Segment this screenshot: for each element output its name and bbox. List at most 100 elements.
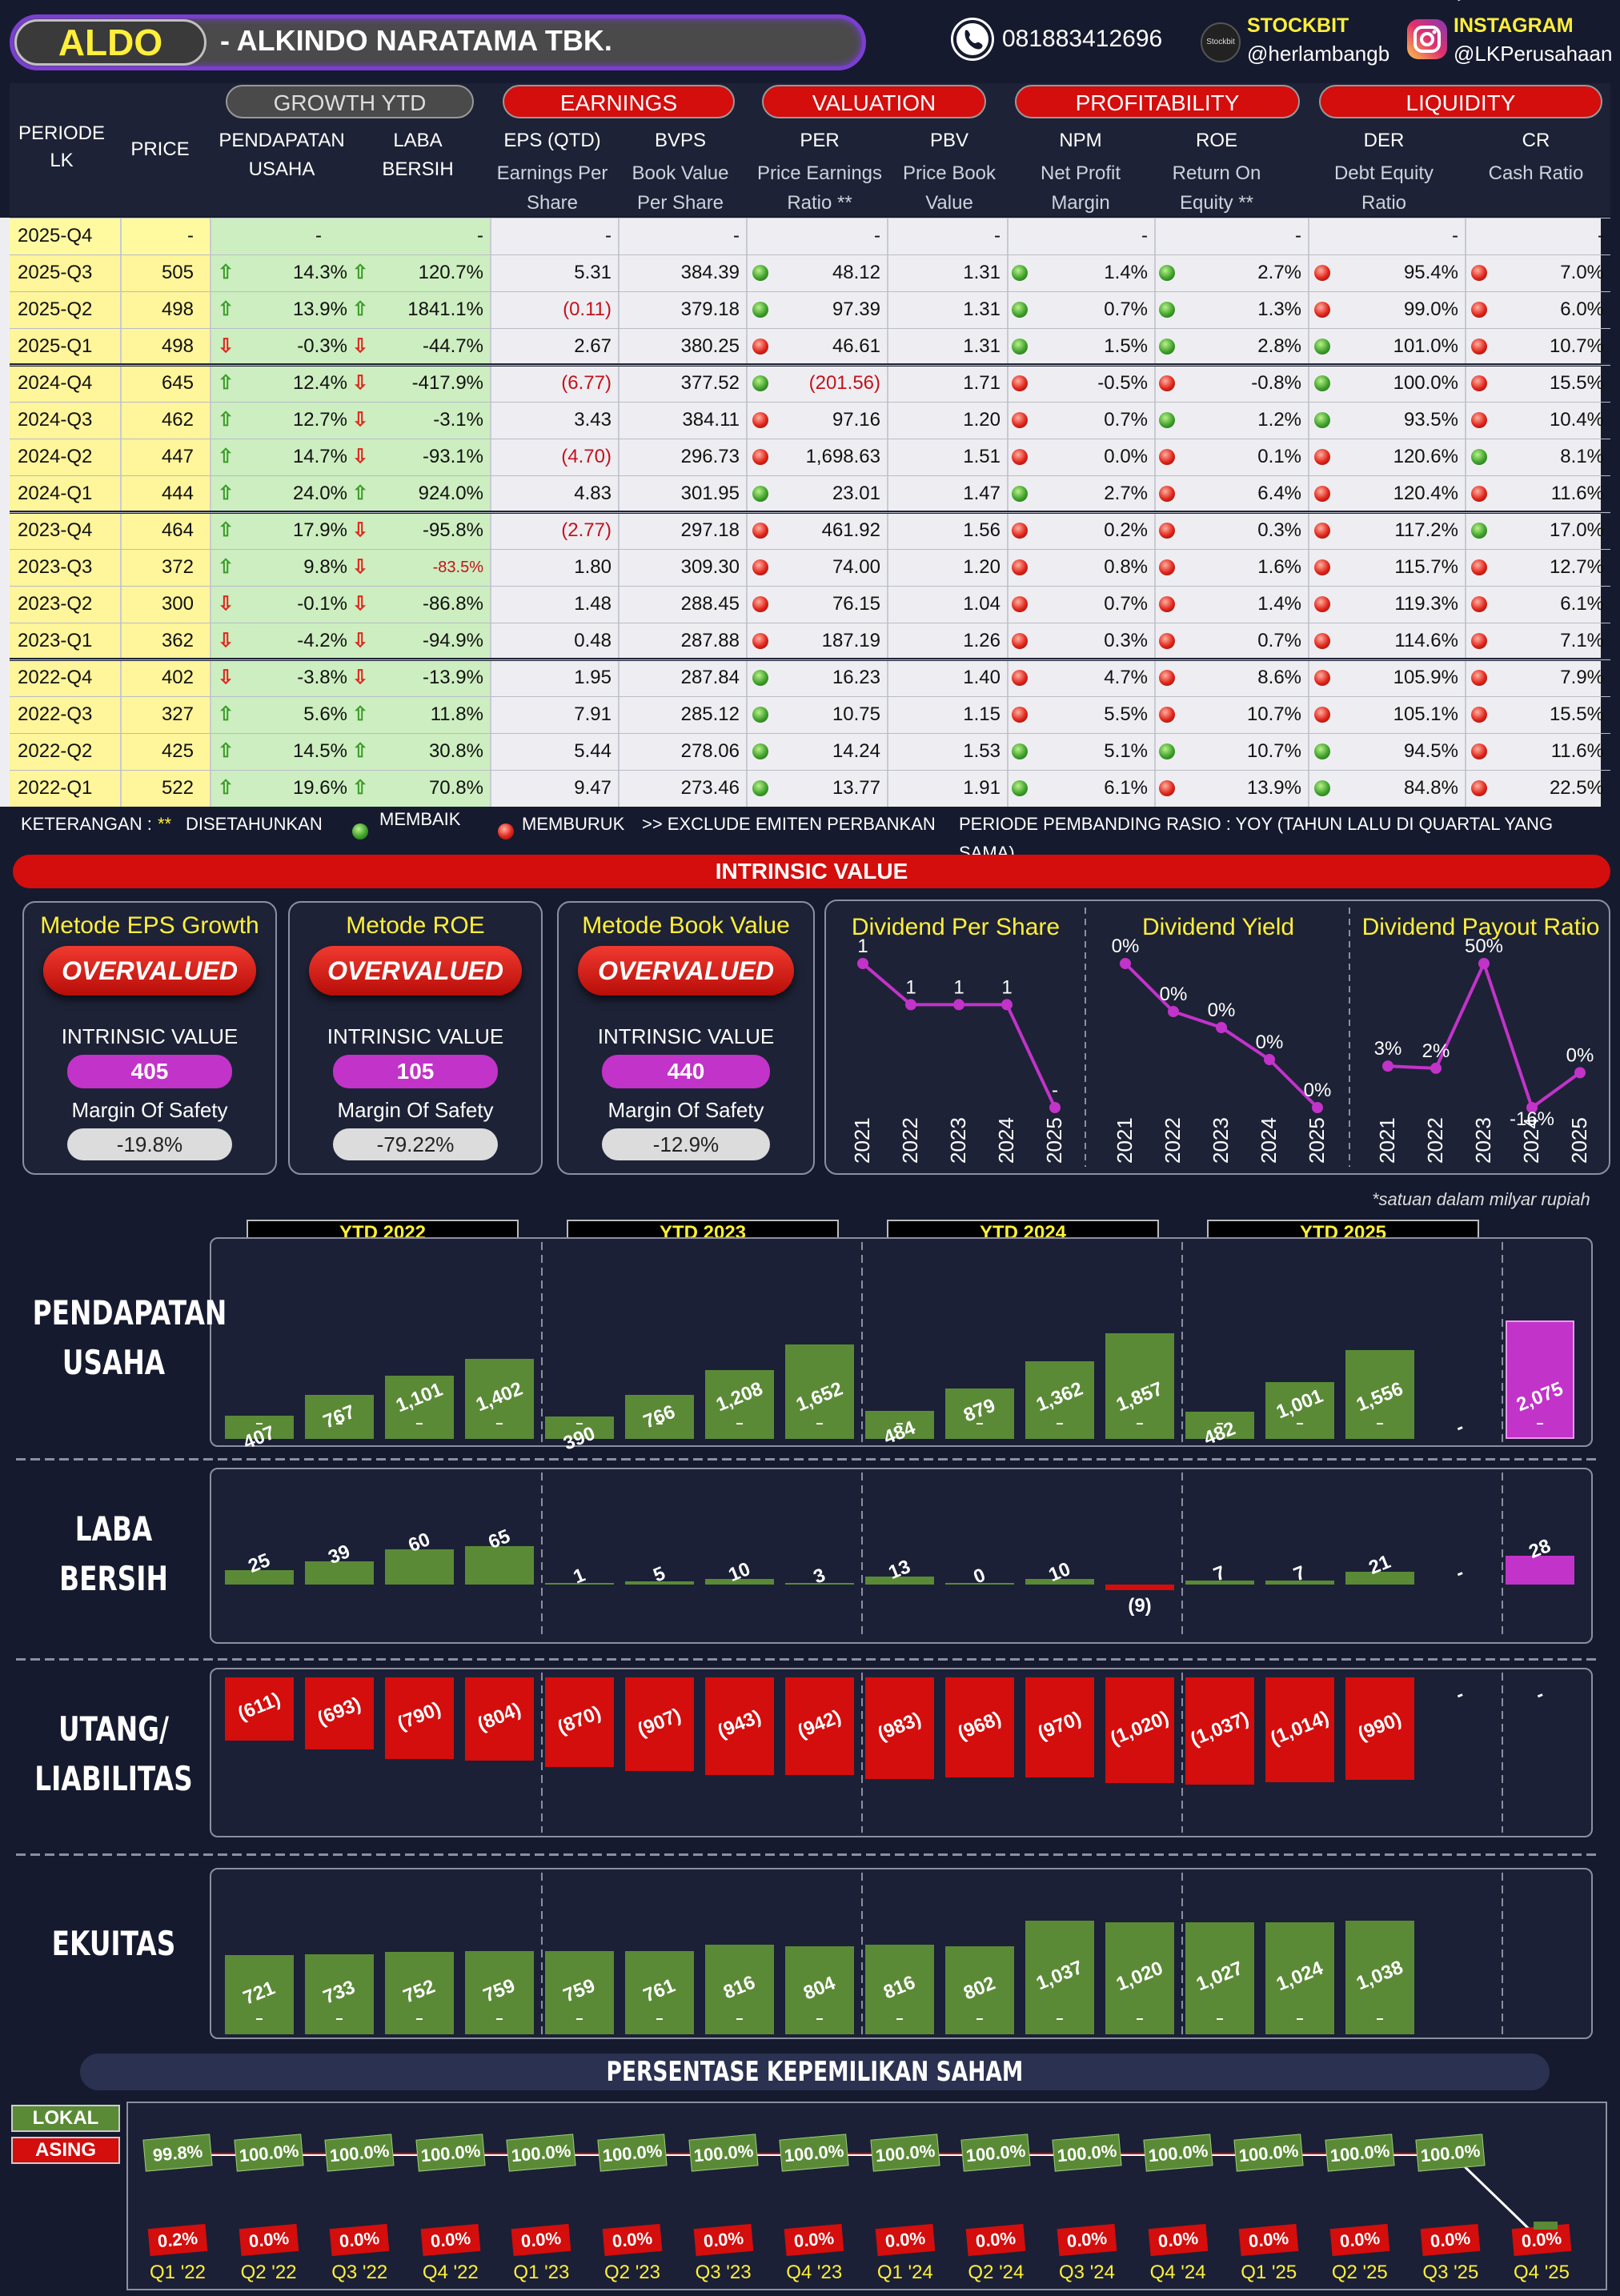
bar-1-1 bbox=[305, 1561, 374, 1585]
arrow-down-icon: ⇩ bbox=[352, 593, 369, 615]
row-npm: 0.7% bbox=[1104, 299, 1148, 320]
cell-divider bbox=[1154, 475, 1156, 512]
bad-dot-icon bbox=[1012, 596, 1028, 612]
col-sub-8: Debt Equity Ratio bbox=[1333, 162, 1434, 214]
cell-divider bbox=[490, 218, 491, 254]
col-sub-3: Book Value Per Share bbox=[632, 162, 729, 214]
asing-value: 0.0% bbox=[875, 2223, 936, 2257]
row-price: 447 bbox=[120, 439, 210, 475]
row-roe: - bbox=[1295, 225, 1301, 246]
quarter-label: Q4 '24 bbox=[1149, 2262, 1206, 2283]
row-period: 2025-Q4 bbox=[10, 218, 120, 254]
good-dot-icon bbox=[1314, 412, 1330, 428]
row-der: 84.8% bbox=[1403, 777, 1458, 799]
intrinsic-value-label: INTRINSIC VALUE bbox=[597, 1024, 775, 1048]
cell-divider bbox=[1154, 586, 1156, 623]
bar-3-3 bbox=[465, 1951, 534, 2034]
row-cr: 7.9% bbox=[1560, 667, 1604, 688]
row-eps: 1.48 bbox=[574, 593, 612, 615]
section-separator bbox=[16, 1658, 1601, 1661]
cell-divider bbox=[1154, 696, 1156, 733]
row-net-income-growth: -95.8% bbox=[422, 519, 483, 541]
row-bvps: 297.18 bbox=[680, 519, 740, 541]
cell-divider bbox=[1465, 475, 1466, 512]
arrow-up-icon: ⇧ bbox=[352, 703, 369, 725]
bar-tick bbox=[496, 2018, 503, 2020]
good-dot-icon bbox=[1012, 265, 1028, 281]
bar-1-13 bbox=[1265, 1580, 1334, 1585]
bad-dot-icon bbox=[1012, 559, 1028, 575]
bar-tick bbox=[976, 1423, 983, 1424]
row-price: 522 bbox=[120, 770, 210, 807]
row-npm: 0.8% bbox=[1104, 556, 1148, 578]
good-dot-icon bbox=[1159, 339, 1175, 355]
bar-tick bbox=[1137, 1423, 1143, 1424]
method-title: Metode ROE bbox=[346, 912, 485, 939]
cell-divider bbox=[210, 328, 211, 365]
dividend-year: 2025 bbox=[1567, 1117, 1591, 1164]
row-per: (201.56) bbox=[808, 372, 880, 394]
bad-dot-icon bbox=[1159, 780, 1175, 796]
col-head-5: PBV bbox=[929, 130, 969, 151]
row-eps: (0.11) bbox=[563, 299, 612, 320]
cell-divider bbox=[618, 512, 620, 549]
bar-tick bbox=[496, 1423, 503, 1424]
cell-divider bbox=[120, 328, 122, 365]
cell-divider bbox=[1007, 623, 1008, 659]
bad-dot-icon bbox=[1471, 596, 1487, 612]
bad-dot-icon bbox=[1314, 707, 1330, 723]
cell-divider bbox=[120, 733, 122, 770]
bad-dot-icon bbox=[1314, 486, 1330, 502]
table-row: 2024-Q1 444 24.0% 924.0% ⇧ ⇧ 4.83 301.95 23.01 1.… bbox=[0, 475, 1604, 512]
margin-of-safety-label: Margin Of Safety bbox=[608, 1098, 764, 1122]
growth-bg bbox=[210, 659, 490, 696]
arrow-up-icon: ⇧ bbox=[218, 519, 235, 541]
bar-tick bbox=[576, 1423, 583, 1424]
good-dot-icon bbox=[752, 780, 768, 796]
row-net-income-growth: -83.5% bbox=[432, 559, 483, 576]
quarter-label: Q1 '23 bbox=[513, 2262, 570, 2283]
row-der: 114.6% bbox=[1394, 630, 1458, 651]
row-npm: 4.7% bbox=[1104, 667, 1148, 688]
row-cr: 11.6% bbox=[1550, 740, 1604, 762]
row-cr: 12.7% bbox=[1549, 556, 1604, 578]
legend-exclude: >> EXCLUDE EMITEN PERBANKAN bbox=[642, 814, 936, 834]
cell-divider bbox=[1007, 512, 1008, 549]
row-eps: 5.31 bbox=[574, 262, 612, 283]
margin-of-safety-label: Margin Of Safety bbox=[71, 1098, 228, 1122]
dividend-year: 2023 bbox=[1209, 1117, 1233, 1164]
bar-1-7 bbox=[785, 1582, 854, 1585]
bar-1-9 bbox=[945, 1583, 1014, 1585]
row-revenue-growth: 12.4% bbox=[292, 372, 347, 394]
bad-dot-icon bbox=[1159, 375, 1175, 391]
cell-divider bbox=[210, 439, 211, 475]
table-row: 2024-Q2 447 14.7% -93.1% ⇧ ⇩ (4.70) 296.73 1,698… bbox=[0, 439, 1604, 475]
row-npm: 1.4% bbox=[1104, 262, 1148, 283]
bar-2-5 bbox=[625, 1677, 694, 1772]
row-roe: 10.7% bbox=[1246, 740, 1301, 762]
arrow-down-icon: ⇩ bbox=[352, 519, 369, 541]
cell-divider bbox=[120, 402, 122, 439]
asing-value: 0.0% bbox=[1238, 2223, 1299, 2257]
bad-dot-icon bbox=[1159, 486, 1175, 502]
row-bvps: 287.84 bbox=[680, 667, 740, 688]
cell-divider bbox=[618, 696, 620, 733]
lokal-value: 100.0% bbox=[234, 2134, 304, 2172]
row-bvps: 301.95 bbox=[680, 483, 740, 504]
growth-bg bbox=[210, 733, 490, 770]
row-price: 327 bbox=[120, 696, 210, 733]
bar-tick bbox=[1137, 2018, 1143, 2020]
lokal-value: 100.0% bbox=[415, 2134, 486, 2172]
row-revenue-growth: 12.7% bbox=[292, 409, 347, 431]
lokal-value: 100.0% bbox=[779, 2134, 849, 2172]
row-line bbox=[10, 733, 1610, 734]
row-price: 300 bbox=[120, 586, 210, 623]
row-der: 120.4% bbox=[1393, 483, 1458, 504]
row-net-income-growth: -86.8% bbox=[422, 593, 483, 615]
col-head-8: DER bbox=[1363, 130, 1405, 151]
section-label: LABA BERSIH bbox=[59, 1509, 168, 1598]
row-npm: 2.7% bbox=[1104, 483, 1148, 504]
row-period: 2024-Q1 bbox=[10, 475, 120, 512]
cell-divider bbox=[1465, 623, 1466, 659]
cell-divider bbox=[1007, 770, 1008, 807]
